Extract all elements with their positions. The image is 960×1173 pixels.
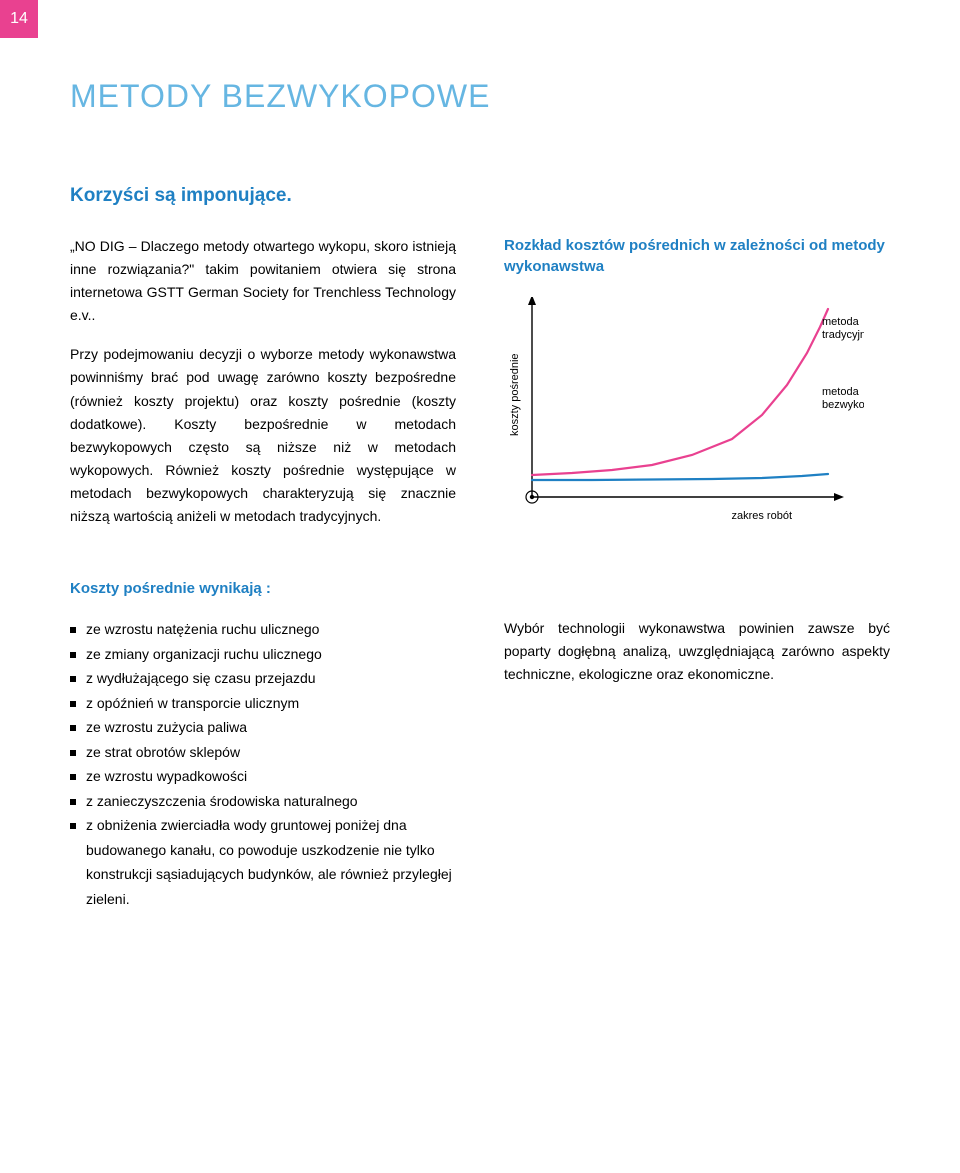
right-bottom-paragraph: Wybór technologii wykonawstwa powinien z… — [504, 617, 890, 686]
chart-series-label-trenchless: bezwykopowa — [822, 399, 864, 411]
section-title: METODY BEZWYKOPOWE — [70, 78, 890, 115]
intro-paragraph: „NO DIG – Dlaczego metody otwartego wyko… — [70, 235, 456, 327]
bullet-item: z opóźnień w transporcie ulicznym — [70, 691, 456, 716]
bullet-item: ze wzrostu natężenia ruchu ulicznego — [70, 617, 456, 642]
lower-two-column: ze wzrostu natężenia ruchu ulicznegoze z… — [70, 617, 890, 911]
bullet-item: z wydłużającego się czasu przejazdu — [70, 666, 456, 691]
chart-y-axis-label: koszty pośrednie — [509, 353, 521, 436]
lower-left-column: ze wzrostu natężenia ruchu ulicznegoze z… — [70, 617, 456, 911]
bullet-item: ze strat obrotów sklepów — [70, 740, 456, 765]
bullet-item: ze wzrostu wypadkowości — [70, 764, 456, 789]
cost-chart: koszty pośredniezakres robótmetodatradyc… — [504, 297, 864, 537]
page-content: METODY BEZWYKOPOWE Korzyści są imponując… — [0, 38, 960, 971]
subtitle: Korzyści są imponujące. — [70, 185, 890, 207]
chart-series-label-trenchless: metoda — [822, 386, 860, 398]
chart-x-axis-label: zakres robót — [731, 510, 792, 522]
bullet-item: ze zmiany organizacji ruchu ulicznego — [70, 642, 456, 667]
list-heading: Koszty pośrednie wynikają : — [70, 580, 890, 597]
main-paragraph: Przy podejmowaniu decyzji o wyborze meto… — [70, 343, 456, 528]
bullet-item: z obniżenia zwierciadła wody gruntowej p… — [70, 813, 456, 911]
upper-left-column: „NO DIG – Dlaczego metody otwartego wyko… — [70, 235, 456, 544]
chart-series-label-traditional: metoda — [822, 316, 860, 328]
bullet-list: ze wzrostu natężenia ruchu ulicznegoze z… — [70, 617, 456, 911]
bullet-item: ze wzrostu zużycia paliwa — [70, 715, 456, 740]
page-number-badge: 14 — [0, 0, 38, 38]
lower-right-column: Wybór technologii wykonawstwa powinien z… — [504, 617, 890, 911]
upper-two-column: „NO DIG – Dlaczego metody otwartego wyko… — [70, 235, 890, 544]
bullet-item: z zanieczyszczenia środowiska naturalneg… — [70, 789, 456, 814]
chart-series-label-traditional: tradycyjna — [822, 329, 864, 341]
chart-svg: koszty pośredniezakres robótmetodatradyc… — [504, 297, 864, 537]
page-number-text: 14 — [10, 10, 28, 28]
chart-title: Rozkład kosztów pośrednich w zależności … — [504, 235, 890, 277]
upper-right-column: Rozkład kosztów pośrednich w zależności … — [504, 235, 890, 544]
